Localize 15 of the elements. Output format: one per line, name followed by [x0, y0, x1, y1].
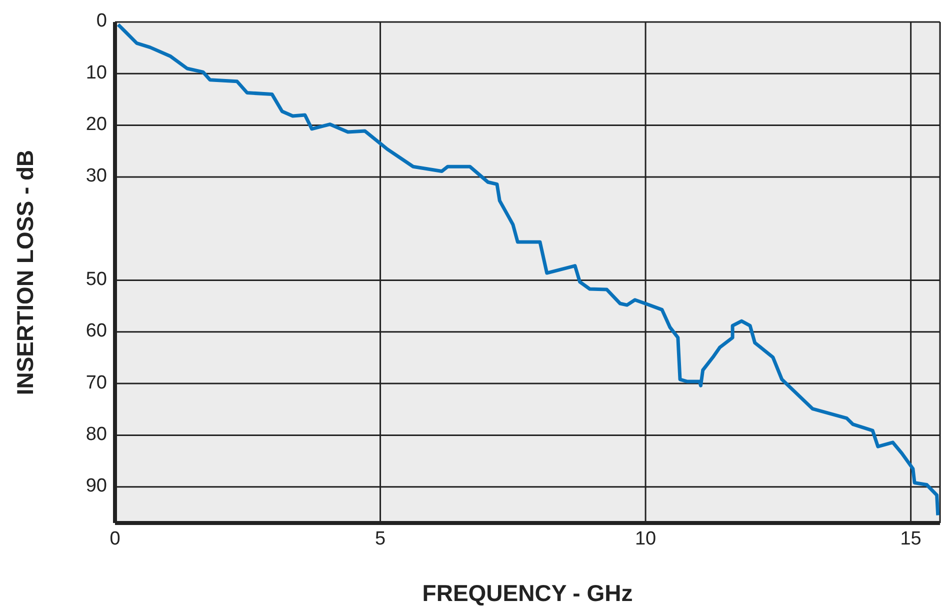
y-tick-label: 60: [86, 320, 107, 342]
x-tick-label: 15: [900, 528, 922, 550]
x-tick-label: 0: [110, 528, 120, 550]
y-tick-label: 80: [86, 424, 107, 445]
y-tick-label: 70: [86, 372, 107, 394]
y-tick-label: 50: [86, 268, 107, 290]
x-axis-title: FREQUENCY - GHz: [422, 580, 633, 606]
y-tick-label: 20: [86, 114, 107, 136]
y-tick-label: 10: [86, 62, 107, 84]
y-axis-title: INSERTION LOSS - dB: [12, 150, 38, 396]
y-tick-label: 90: [86, 476, 107, 497]
x-tick-label: 5: [374, 528, 386, 550]
y-tick-label: 0: [96, 10, 107, 32]
x-tick-label: 10: [634, 528, 656, 550]
y-tick-label: 30: [86, 166, 107, 187]
